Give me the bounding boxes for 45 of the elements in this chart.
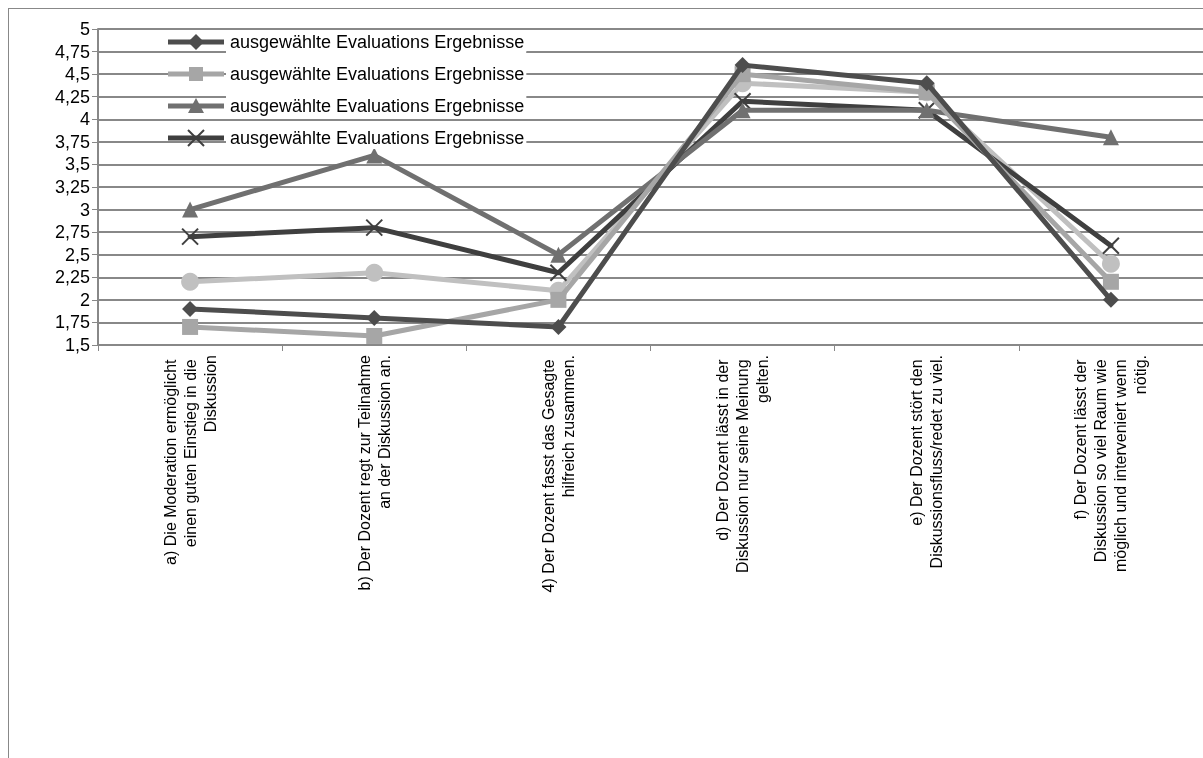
point	[181, 272, 200, 291]
point	[550, 246, 567, 263]
legend-label: ausgewählte Evaluations Ergebnisse	[230, 128, 525, 148]
y-tick-label: 4,5	[64, 64, 90, 85]
x-tick-label: 4) Der Dozent fasst das Gesagte hilfreich zusammen.	[539, 355, 577, 593]
x-tick-label: e) Der Dozent stört den Diskussionsfluss/redet zu viel.	[908, 355, 946, 569]
y-tick-label: 1,75	[54, 312, 90, 333]
y-tick-label: 3,25	[54, 177, 90, 197]
point	[1101, 236, 1120, 255]
point	[181, 227, 200, 246]
point	[1102, 291, 1119, 308]
point	[1102, 129, 1119, 146]
y-tick-label: 2	[79, 289, 90, 310]
point	[365, 218, 384, 237]
legend-label: ausgewählte Evaluations Ergebnisse	[230, 64, 525, 84]
y-tick-label: 1,5	[64, 335, 90, 355]
point	[182, 201, 199, 218]
legend-label: ausgewählte Evaluations Ergebnisse	[230, 96, 525, 116]
y-tick-label: 4	[79, 109, 90, 130]
point	[1102, 273, 1119, 290]
point	[734, 102, 751, 119]
y-tick-label: 2,25	[54, 267, 90, 288]
x-tick-label: d) Der Dozent lässt in der Diskussion nur seine Meinung gelten.	[714, 355, 772, 573]
point	[366, 327, 383, 344]
point	[182, 318, 199, 335]
y-tick-label: 3	[79, 199, 90, 220]
x-tick-label: f) Der Dozent lässt der Diskussion so viel Raum wie möglich und interveniert wenn nötig.	[1072, 355, 1150, 573]
point	[1101, 254, 1120, 273]
y-tick-label: 2,5	[64, 244, 90, 265]
point	[366, 147, 383, 164]
legend-label: ausgewählte Evaluations Ergebnisse	[230, 32, 525, 52]
point	[550, 318, 567, 335]
point	[549, 263, 568, 282]
y-tick-label: 3,75	[54, 131, 90, 152]
x-tick-label: b) Der Dozent regt zur Teilnahme an der Diskussion an.	[355, 354, 393, 591]
point	[918, 75, 935, 92]
y-tick-label: 4,75	[54, 41, 90, 62]
y-tick-label: 3,5	[64, 154, 90, 175]
point	[550, 291, 567, 308]
point	[365, 263, 384, 282]
point	[734, 57, 751, 74]
x-tick-label: a) Die Moderation ermöglicht einen guten Einstieg in die Diskussion	[161, 355, 219, 565]
y-tick-label: 4,25	[54, 86, 90, 107]
y-tick-label: 2,75	[54, 222, 90, 243]
y-tick-label: 5	[79, 19, 90, 39]
